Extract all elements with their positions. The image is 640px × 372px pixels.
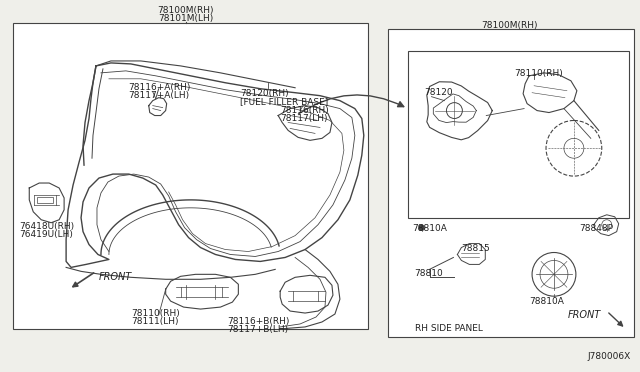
Text: 78116+A(RH): 78116+A(RH) bbox=[128, 83, 190, 92]
Text: 78815: 78815 bbox=[461, 244, 490, 253]
Text: 78120(RH): 78120(RH) bbox=[241, 89, 289, 98]
Circle shape bbox=[419, 225, 424, 231]
Text: 78101M(LH): 78101M(LH) bbox=[158, 14, 213, 23]
Text: 78116(RH): 78116(RH) bbox=[280, 106, 329, 115]
Text: RH SIDE PANEL: RH SIDE PANEL bbox=[415, 324, 483, 333]
Text: 78810A: 78810A bbox=[413, 224, 447, 233]
Text: 78117(LH): 78117(LH) bbox=[280, 113, 328, 122]
Bar bbox=[388, 29, 634, 337]
Bar bbox=[13, 23, 368, 329]
Text: 76418U(RH): 76418U(RH) bbox=[19, 222, 74, 231]
Text: FRONT: FRONT bbox=[99, 272, 132, 282]
Text: FRONT: FRONT bbox=[568, 310, 601, 320]
Text: 78117+A(LH): 78117+A(LH) bbox=[128, 91, 189, 100]
Text: 78100M(RH): 78100M(RH) bbox=[157, 6, 214, 15]
Text: 78111(LH): 78111(LH) bbox=[131, 317, 179, 326]
Text: 76419U(LH): 76419U(LH) bbox=[19, 230, 73, 239]
Text: 78100M(RH): 78100M(RH) bbox=[481, 21, 538, 30]
Text: J780006X: J780006X bbox=[588, 352, 630, 361]
Text: 78116+B(RH): 78116+B(RH) bbox=[227, 317, 289, 326]
Text: 78848P: 78848P bbox=[579, 224, 613, 233]
Text: 78810: 78810 bbox=[415, 269, 444, 278]
Bar bbox=[408, 51, 628, 218]
Text: 78110(RH): 78110(RH) bbox=[514, 69, 563, 78]
Text: 78810A: 78810A bbox=[529, 297, 564, 306]
Bar bbox=[37, 197, 53, 203]
Text: 78117+B(LH): 78117+B(LH) bbox=[228, 325, 289, 334]
Text: 78110(RH): 78110(RH) bbox=[131, 309, 180, 318]
Text: [FUEL FILLER BASE]: [FUEL FILLER BASE] bbox=[241, 97, 328, 106]
Text: 78120: 78120 bbox=[424, 88, 453, 97]
